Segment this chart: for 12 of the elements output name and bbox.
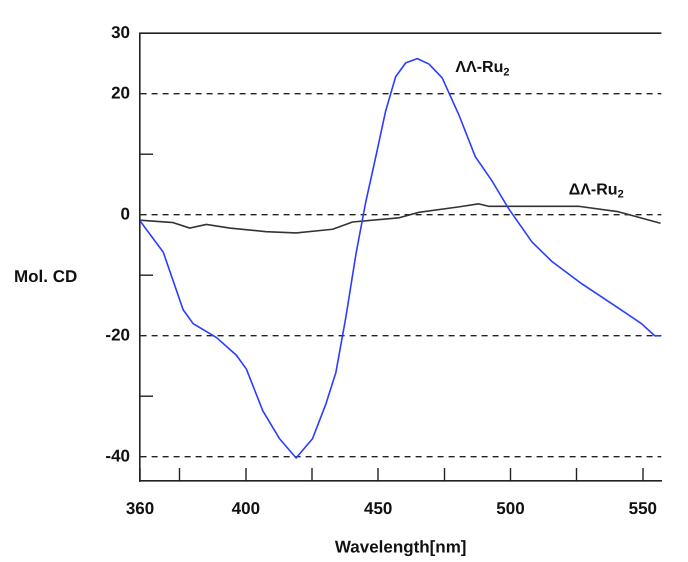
x-tick-label: 400 xyxy=(232,498,260,518)
y-tick-label: -40 xyxy=(105,446,130,466)
x-tick-label: 550 xyxy=(628,498,658,518)
y-tick-label: 20 xyxy=(111,83,130,102)
x-tick-label: 450 xyxy=(364,498,392,518)
x-tick-label: 500 xyxy=(496,498,525,518)
y-tick-label: 30 xyxy=(111,22,130,42)
y-tick-label: -20 xyxy=(105,325,130,344)
x-axis-title: Wavelength[nm] xyxy=(334,537,466,556)
y-axis-title: Mol. CD xyxy=(14,266,78,286)
y-tick-label: 0 xyxy=(120,204,130,224)
x-tick-label: 360 xyxy=(126,498,154,518)
